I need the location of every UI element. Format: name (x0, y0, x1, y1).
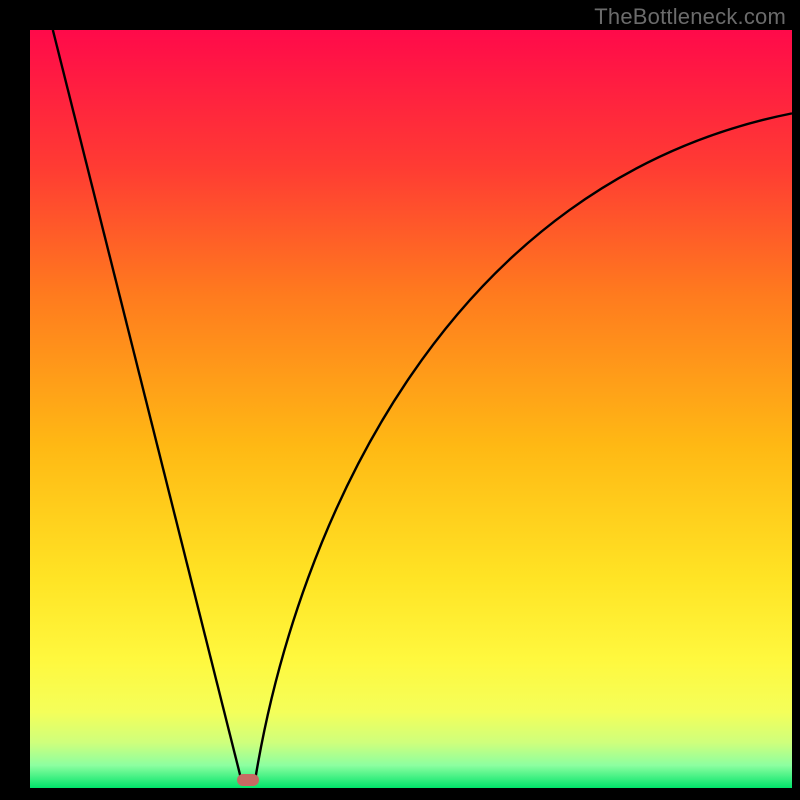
minimum-marker (237, 774, 259, 786)
watermark-text: TheBottleneck.com (594, 4, 786, 30)
curve-right-branch (255, 113, 792, 782)
curve-left-branch (53, 30, 242, 782)
bottleneck-curve (30, 30, 792, 788)
plot-area (30, 30, 792, 788)
